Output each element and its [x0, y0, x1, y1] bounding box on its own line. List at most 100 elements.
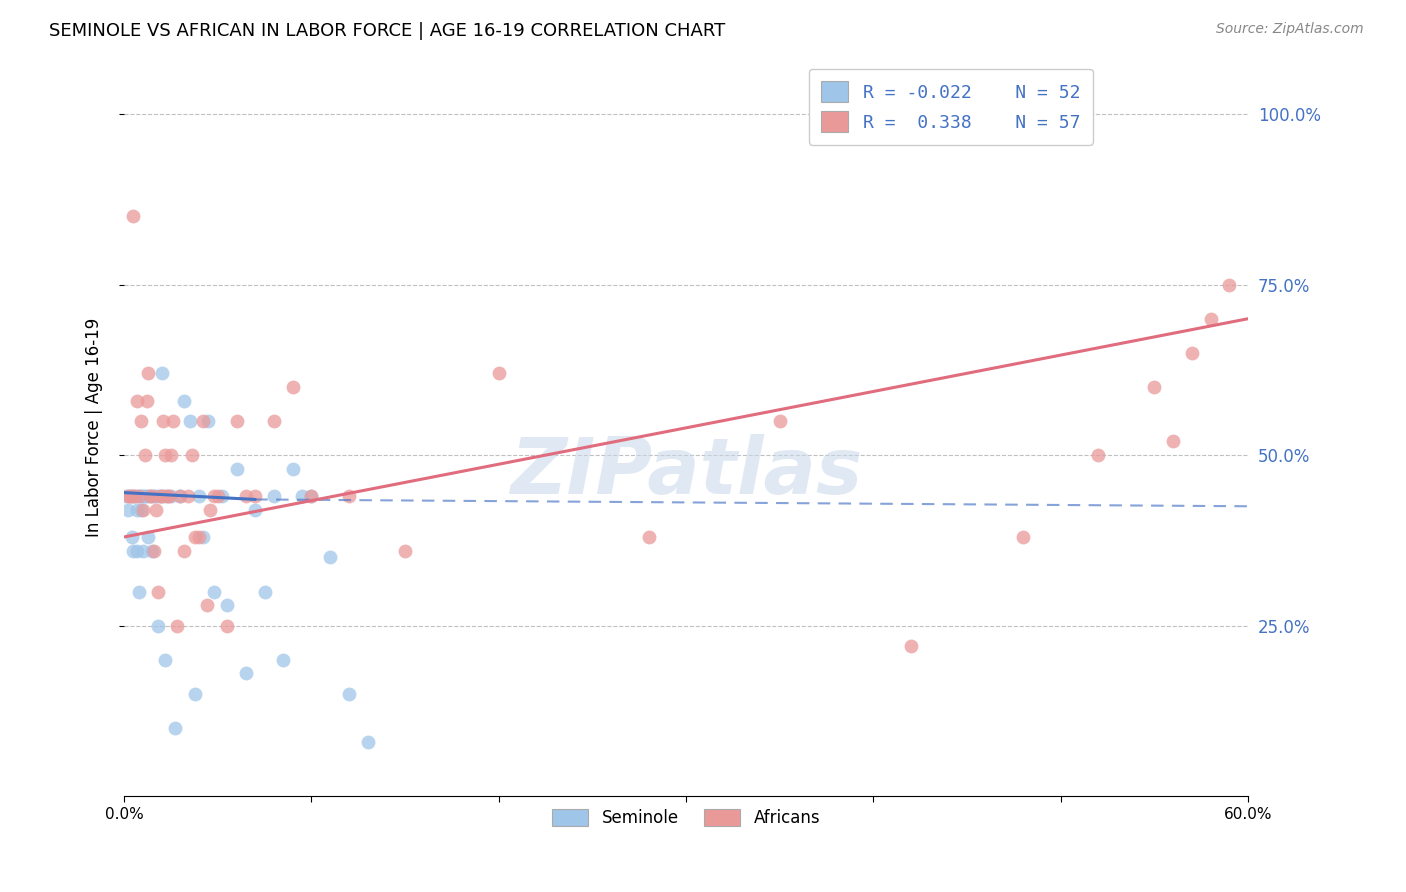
Point [117, 489, 139, 503]
Point [129, 502, 152, 516]
Point [188, 530, 211, 544]
Point [197, 414, 219, 428]
Point [145, 502, 167, 516]
Point [160, 489, 183, 503]
Point [169, 489, 191, 503]
Point [195, 598, 218, 612]
Point [156, 489, 179, 503]
Point [139, 489, 162, 503]
Point [281, 462, 304, 476]
Point [488, 366, 510, 380]
Point [149, 489, 172, 503]
Y-axis label: In Labor Force | Age 16-19: In Labor Force | Age 16-19 [86, 318, 103, 538]
Point [155, 448, 177, 462]
Point [149, 489, 172, 503]
Point [1181, 346, 1204, 360]
Point [152, 414, 174, 428]
Point [225, 462, 247, 476]
Point [337, 489, 360, 503]
Point [191, 530, 214, 544]
Point [160, 448, 183, 462]
Point [173, 393, 195, 408]
Point [124, 489, 146, 503]
Point [1218, 277, 1240, 292]
Point [132, 543, 155, 558]
Point [121, 530, 143, 544]
Point [179, 414, 201, 428]
Point [138, 530, 160, 544]
Point [235, 666, 257, 681]
Point [134, 448, 156, 462]
Point [155, 653, 177, 667]
Point [211, 489, 233, 503]
Point [132, 502, 155, 516]
Point [135, 393, 157, 408]
Point [245, 489, 267, 503]
Point [163, 721, 186, 735]
Point [128, 584, 150, 599]
Point [162, 414, 184, 428]
Point [200, 502, 222, 516]
Point [122, 543, 145, 558]
Point [319, 550, 342, 565]
Point [173, 543, 195, 558]
Point [263, 414, 285, 428]
Point [356, 734, 378, 748]
Point [191, 414, 214, 428]
Point [127, 502, 149, 516]
Point [1161, 434, 1184, 449]
Legend: Seminole, Africans: Seminole, Africans [543, 801, 828, 836]
Point [217, 618, 239, 632]
Point [129, 414, 152, 428]
Point [118, 489, 141, 503]
Point [207, 489, 229, 503]
Point [900, 639, 922, 653]
Point [225, 414, 247, 428]
Point [121, 489, 143, 503]
Point [202, 489, 225, 503]
Point [152, 489, 174, 503]
Point [135, 489, 157, 503]
Point [253, 584, 276, 599]
Point [184, 687, 207, 701]
Point [150, 366, 173, 380]
Point [145, 489, 167, 503]
Point [118, 489, 141, 503]
Point [188, 489, 211, 503]
Point [141, 489, 163, 503]
Point [127, 543, 149, 558]
Point [124, 489, 146, 503]
Point [169, 489, 191, 503]
Point [141, 543, 163, 558]
Point [1012, 530, 1035, 544]
Point [143, 543, 166, 558]
Point [394, 543, 416, 558]
Point [769, 414, 792, 428]
Text: ZIPatlas: ZIPatlas [510, 434, 862, 510]
Point [129, 489, 152, 503]
Point [263, 489, 285, 503]
Point [245, 502, 267, 516]
Point [127, 393, 149, 408]
Point [122, 489, 145, 503]
Text: Source: ZipAtlas.com: Source: ZipAtlas.com [1216, 22, 1364, 37]
Point [177, 489, 200, 503]
Point [122, 210, 145, 224]
Point [337, 687, 360, 701]
Point [146, 618, 169, 632]
Point [301, 489, 323, 503]
Point [157, 489, 180, 503]
Point [281, 380, 304, 394]
Point [1087, 448, 1109, 462]
Point [202, 584, 225, 599]
Point [1199, 311, 1222, 326]
Point [150, 489, 173, 503]
Point [139, 489, 162, 503]
Point [1143, 380, 1166, 394]
Point [117, 502, 139, 516]
Point [146, 584, 169, 599]
Point [156, 489, 179, 503]
Point [115, 489, 138, 503]
Point [132, 489, 155, 503]
Point [166, 618, 188, 632]
